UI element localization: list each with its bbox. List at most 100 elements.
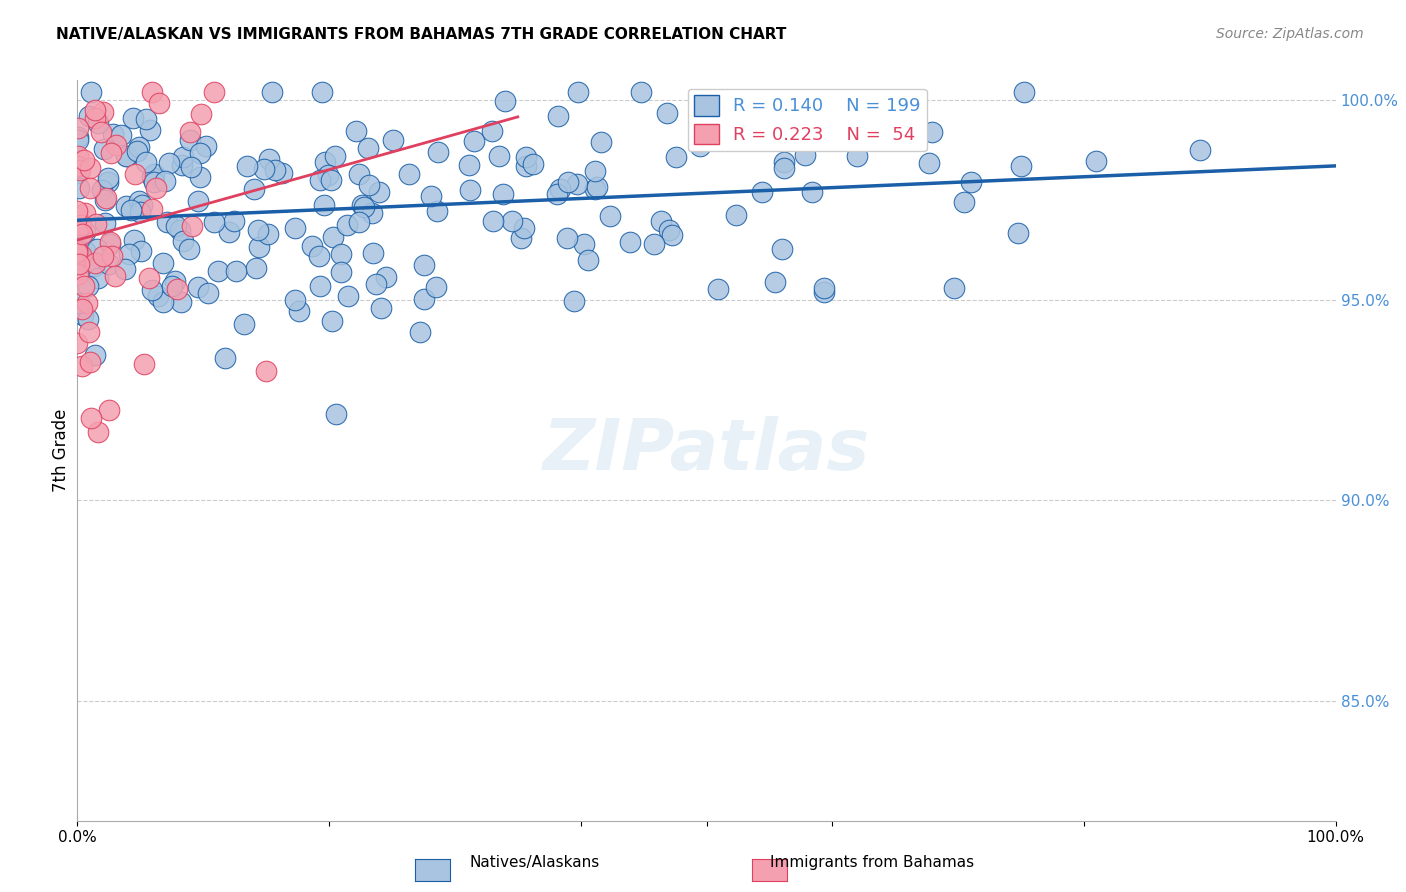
Point [132,357,155,371]
Point [256,227,278,242]
Point [488,149,510,163]
Point [245,260,267,275]
Point [128,194,150,208]
Point [352,198,374,212]
Point [80,85,103,99]
Point [190,107,212,121]
Point [398,167,420,181]
Point [232,317,254,331]
Point [426,145,449,159]
Point [160,279,183,293]
Point [457,158,479,172]
Point [425,280,447,294]
Point [96,170,118,185]
Point [179,125,201,139]
Point [959,175,981,189]
Point [141,85,163,99]
Point [172,150,194,164]
Point [157,155,180,169]
Point [370,301,392,316]
Point [321,314,343,328]
Point [308,249,330,263]
Point [166,282,188,296]
Point [253,162,276,177]
Point [152,294,174,309]
Point [337,289,360,303]
Point [84,348,107,362]
Point [67,133,90,147]
Point [70,359,93,373]
Point [165,274,187,288]
Point [1084,153,1107,168]
Point [1188,143,1211,157]
Point [583,182,606,196]
Point [246,222,269,236]
Point [482,213,505,227]
Point [546,186,568,201]
Point [301,239,323,253]
Point [921,125,943,139]
Point [143,167,166,181]
Point [77,109,100,123]
Point [79,355,101,369]
Point [104,268,127,283]
Point [66,242,89,256]
Point [156,215,179,229]
Text: Source: ZipAtlas.com: Source: ZipAtlas.com [1216,27,1364,41]
Point [131,198,153,212]
Point [943,281,966,295]
Point [322,230,344,244]
Point [96,191,118,205]
Point [105,137,128,152]
Point [143,175,166,189]
Point [207,264,229,278]
Point [825,116,848,130]
Point [115,149,138,163]
Legend: R = 0.140    N = 199, R = 0.223    N =  54: R = 0.140 N = 199, R = 0.223 N = 54 [688,88,927,151]
Point [548,182,571,196]
Point [77,325,100,339]
Point [75,244,97,258]
Point [121,111,143,125]
Point [138,123,160,137]
Point [180,160,202,174]
Point [76,279,98,293]
Point [567,85,589,99]
Point [501,214,523,228]
Point [115,199,138,213]
Point [84,218,107,232]
Point [576,252,599,267]
Point [197,286,219,301]
Point [67,159,90,173]
Point [321,172,343,186]
Point [98,236,121,251]
Point [364,277,387,292]
Point [288,304,311,318]
Point [146,289,169,303]
Point [360,206,382,220]
Point [69,162,91,177]
Point [515,159,537,173]
Point [66,149,89,163]
Point [236,159,259,173]
Point [214,351,236,365]
Point [188,170,211,185]
Point [84,103,107,117]
Point [359,178,381,192]
Point [79,180,101,194]
Point [375,270,398,285]
Point [797,112,820,126]
Point [769,107,792,121]
Point [69,220,91,235]
Point [93,142,115,156]
Text: NATIVE/ALASKAN VS IMMIGRANTS FROM BAHAMAS 7TH GRADE CORRELATION CHART: NATIVE/ALASKAN VS IMMIGRANTS FROM BAHAMA… [56,27,786,42]
Point [141,283,163,297]
Point [323,148,346,162]
Point [357,141,380,155]
Point [152,256,174,270]
Point [382,133,405,147]
Point [110,128,132,142]
Point [599,209,621,223]
Point [69,247,91,261]
Point [118,247,141,261]
